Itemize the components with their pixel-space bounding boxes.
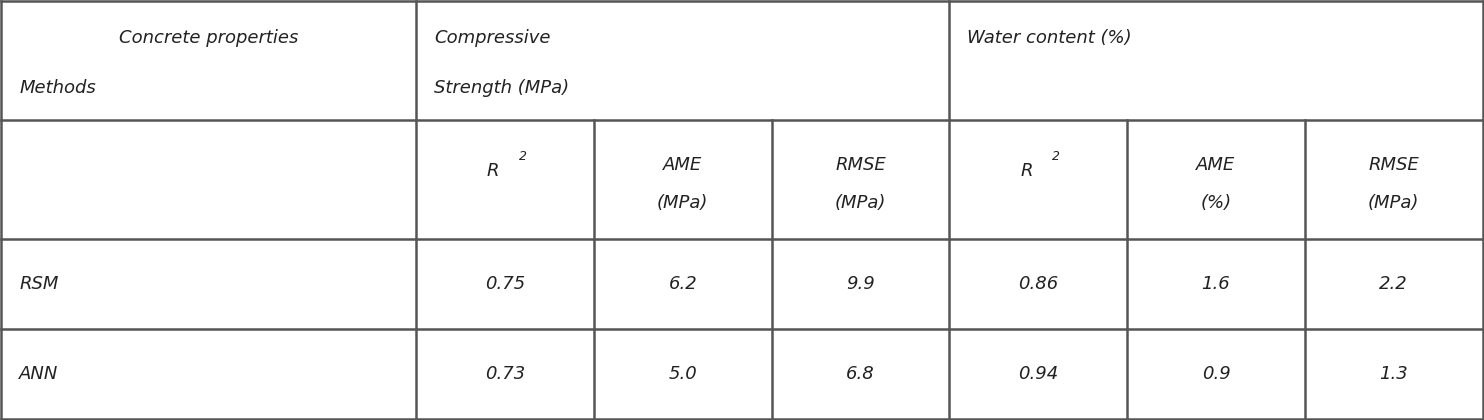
Text: 2.2: 2.2 [1379,275,1408,293]
Text: RSM: RSM [19,275,58,293]
Text: 0.75: 0.75 [485,275,525,293]
Text: 1.3: 1.3 [1379,365,1408,383]
Text: Strength (MPa): Strength (MPa) [433,79,568,97]
Text: 9.9: 9.9 [846,275,876,293]
Text: 0.94: 0.94 [1018,365,1058,383]
Text: RMSE: RMSE [835,156,886,174]
Text: 1.6: 1.6 [1202,275,1230,293]
Text: (%): (%) [1201,194,1232,212]
Text: (MPa): (MPa) [657,194,708,212]
Text: RMSE: RMSE [1368,156,1419,174]
Text: (MPa): (MPa) [835,194,886,212]
Text: Concrete properties: Concrete properties [119,29,298,47]
Text: (MPa): (MPa) [1368,194,1419,212]
Text: AME: AME [1196,156,1236,174]
Text: Methods: Methods [19,79,96,97]
Text: 0.86: 0.86 [1018,275,1058,293]
Text: R: R [1020,163,1033,181]
Text: 2: 2 [519,150,527,163]
Text: 0.9: 0.9 [1202,365,1230,383]
Text: AME: AME [663,156,702,174]
Text: R: R [487,163,500,181]
Text: ANN: ANN [19,365,58,383]
Text: 0.73: 0.73 [485,365,525,383]
Text: Water content (%): Water content (%) [968,29,1132,47]
Text: 6.8: 6.8 [846,365,876,383]
Text: 5.0: 5.0 [668,365,697,383]
Text: Compressive: Compressive [433,29,551,47]
Text: 2: 2 [1052,150,1060,163]
Text: 6.2: 6.2 [668,275,697,293]
